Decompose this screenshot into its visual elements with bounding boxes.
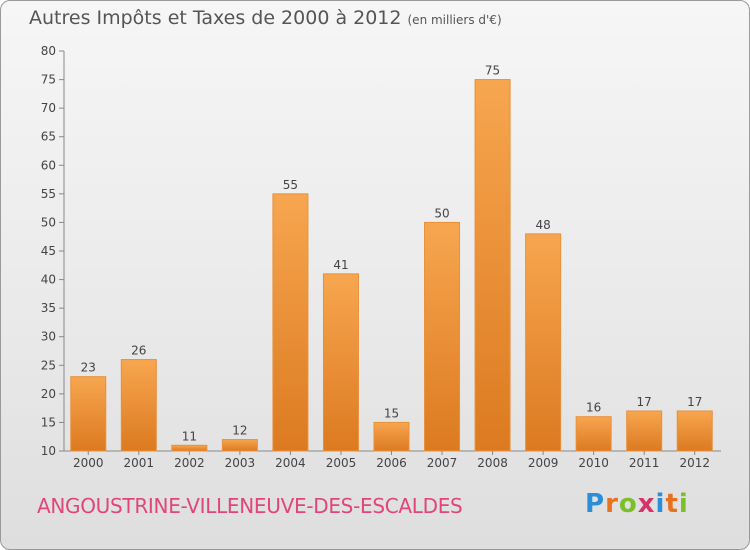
y-tick-label: 30	[41, 330, 56, 344]
y-tick-label: 40	[41, 273, 56, 287]
x-tick-label: 2000	[73, 456, 104, 470]
commune-name: ANGOUSTRINE-VILLENEUVE-DES-ESCALDES	[37, 494, 463, 518]
y-tick-label: 80	[41, 44, 56, 58]
y-tick-label: 65	[41, 130, 56, 144]
x-tick-label: 2004	[275, 456, 306, 470]
logo-letter: t	[665, 489, 679, 519]
x-tick-label: 2006	[376, 456, 407, 470]
bar-value-label: 17	[687, 395, 702, 409]
bar-value-label: 12	[232, 424, 247, 438]
bar-value-label: 17	[637, 395, 652, 409]
x-tick-label: 2012	[679, 456, 710, 470]
y-tick-label: 20	[41, 387, 56, 401]
bar	[322, 273, 359, 452]
logo-letter: P	[585, 489, 606, 519]
logo-letter: r	[605, 489, 619, 519]
bar-value-label: 75	[485, 64, 500, 78]
x-tick-label: 2001	[124, 456, 155, 470]
y-tick-label: 50	[41, 215, 56, 229]
logo-letter: x	[637, 489, 656, 519]
y-tick-label: 25	[41, 358, 56, 372]
y-tick-label: 10	[41, 444, 56, 458]
x-tick-label: 2011	[629, 456, 660, 470]
bar-value-label: 11	[182, 429, 197, 443]
bar	[70, 376, 107, 452]
x-tick-label: 2003	[225, 456, 256, 470]
chart-title-text: Autres Impôts et Taxes de 2000 à 2012	[29, 7, 402, 29]
y-tick-label: 55	[41, 187, 56, 201]
bar-value-label: 48	[535, 218, 550, 232]
bar	[474, 79, 511, 452]
bar-value-label: 23	[81, 361, 96, 375]
bar	[676, 410, 713, 452]
y-tick-label: 15	[41, 415, 56, 429]
bar-value-label: 55	[283, 178, 298, 192]
logo-letter: o	[618, 489, 638, 519]
x-tick-label: 2009	[528, 456, 559, 470]
bar	[525, 233, 562, 452]
x-tick-label: 2007	[427, 456, 458, 470]
bar-value-label: 50	[434, 206, 449, 220]
bar	[373, 421, 410, 452]
bar	[120, 359, 157, 452]
y-tick-label: 60	[41, 158, 56, 172]
x-tick-label: 2008	[477, 456, 508, 470]
bar-value-label: 26	[131, 344, 146, 358]
y-tick-label: 70	[41, 101, 56, 115]
bar	[272, 193, 309, 452]
y-tick-label: 75	[41, 73, 56, 87]
proxiti-logo: Proxiti	[585, 489, 689, 519]
logo-letter: i	[655, 489, 666, 519]
chart-unit: (en milliers d'€)	[407, 13, 502, 27]
y-tick-label: 35	[41, 301, 56, 315]
bar	[424, 221, 461, 452]
x-tick-label: 2005	[326, 456, 357, 470]
bar	[626, 410, 663, 452]
x-tick-label: 2002	[174, 456, 205, 470]
logo-letter: i	[678, 489, 689, 519]
bar-value-label: 15	[384, 406, 399, 420]
y-tick-label: 45	[41, 244, 56, 258]
bar	[171, 444, 208, 452]
bar	[221, 439, 258, 452]
x-tick-label: 2010	[578, 456, 609, 470]
bar-value-label: 16	[586, 401, 601, 415]
bar-value-label: 41	[333, 258, 348, 272]
chart-title: Autres Impôts et Taxes de 2000 à 2012 (en…	[29, 7, 502, 29]
bar	[575, 416, 612, 452]
